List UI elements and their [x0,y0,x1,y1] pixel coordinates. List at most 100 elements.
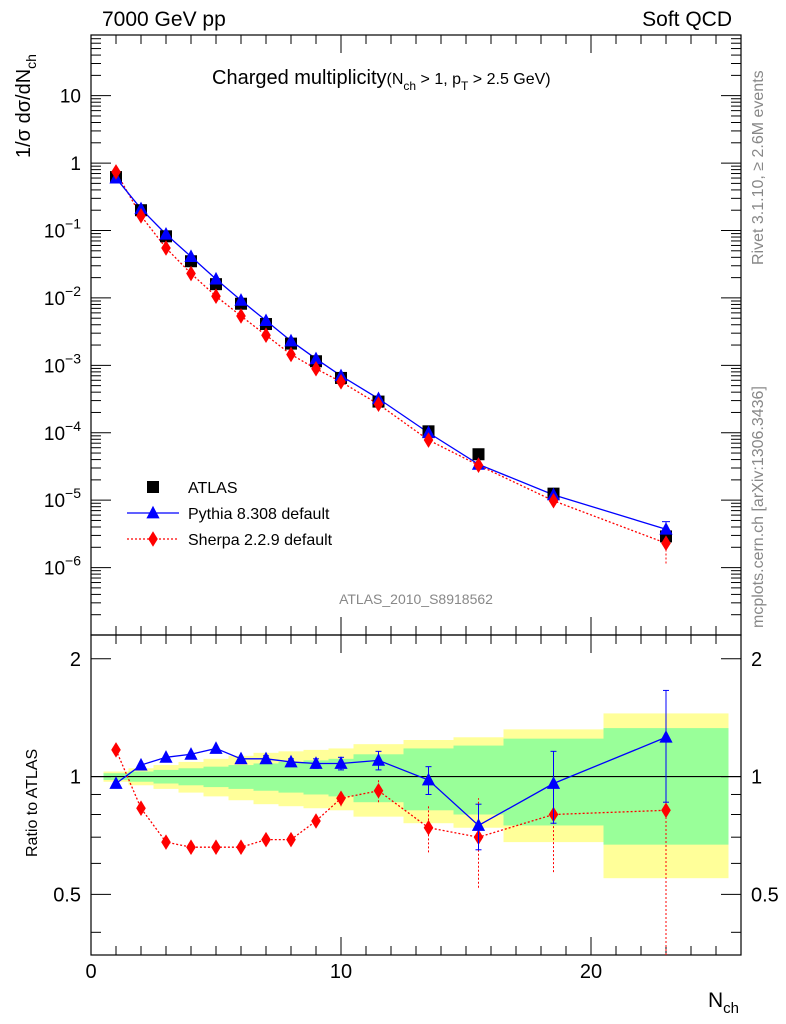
main-y-axis-label-text: 1/σ dσ/dN [13,69,35,158]
x-tick-label: 10 [330,961,352,983]
y-tick-label-exp: −1 [65,216,81,232]
sherpa-ratio-marker [261,831,271,848]
atlas-marker [472,448,485,461]
sherpa-ratio-marker [136,800,146,817]
sherpa-ratio-marker [111,742,121,758]
pythia-marker [159,227,173,240]
y-tick-label-exp: −4 [65,418,81,434]
sherpa-marker [661,535,671,551]
chart-title-cut-3: > 1, p [416,71,461,88]
pythia-marker [421,425,436,439]
y-tick-label-base: 10 [44,424,65,445]
legend-entry-label: ATLAS [188,480,238,497]
pythia-ratio-marker [259,751,273,765]
legend-entry-label: Pythia 8.308 default [188,506,330,523]
sherpa-ratio-marker [661,802,671,819]
sherpa-marker [336,373,346,390]
sherpa-marker [211,288,221,305]
pythia-ratio-marker [234,751,248,765]
pythia-ratio-marker [546,776,561,789]
chart-title-cut-4: T [461,79,469,93]
x-axis-label: Nch [708,989,739,1017]
pythia-marker [259,313,273,327]
pythia-ratio-marker [284,754,298,768]
main-plot-series [109,164,673,564]
sherpa-marker [286,346,296,363]
sherpa-ratio-marker [186,839,196,855]
sherpa-marker [161,240,171,256]
chart-title-main: Charged multiplicity [212,67,387,89]
y-tick-label-exp: −3 [65,350,81,366]
x-tick-label: 0 [85,961,96,983]
x-tick-label: 20 [580,961,602,983]
pythia-marker [134,201,148,215]
pythia-marker [309,351,323,365]
y-tick-label: 10−1 [44,216,81,243]
y-tick-label: 10−4 [44,418,81,445]
chart-title-cut-5: > 2.5 GeV) [468,71,550,88]
sherpa-ratio-marker [161,834,171,850]
sherpa-ratio-marker [236,839,246,855]
ratio-tick-label-right: 2 [751,649,762,671]
ratio-uncertainty-bands [91,713,741,879]
ratio-tick-label-left: 0.5 [53,884,81,906]
y-tick-label: 10 [60,87,81,108]
pythia-marker [234,293,248,306]
ratio-tick-label-left: 2 [70,649,81,671]
sherpa-marker [261,327,271,343]
pythia-ratio-marker [184,747,198,760]
chart-title-cut-1: (N [387,71,404,88]
sherpa-marker [548,492,559,509]
ratio-plot-series [109,689,673,955]
sherpa-marker [136,208,146,224]
y-tick-label-exp: −6 [65,553,81,569]
y-tick-label: 10−6 [44,553,81,580]
pythia-ratio-marker [471,818,486,831]
y-tick-label-base: 10 [44,559,65,580]
legend: ATLAS Pythia 8.308 default Sherpa 2.2.9 de… [127,480,333,549]
sherpa-ratio-marker [311,813,321,829]
ratio-tick-label-right: 1 [751,767,762,789]
main-y-axis-label: 1/σ dσ/dNch [13,54,39,158]
legend-entry-label: Sherpa 2.2.9 default [188,532,333,549]
x-axis-label-text: N [708,989,723,1012]
rivet-side-label: Rivet 3.1.10, ≥ 2.6M events [750,70,767,265]
sherpa-ratio-marker [286,831,296,848]
pythia-ratio-marker [209,741,223,754]
sherpa-ratio-marker [373,782,384,799]
sherpa-ratio-marker [423,819,434,836]
y-tick-label-exp: −5 [65,485,81,501]
mcplots-side-label: mcplots.cern.ch [arXiv:1306.3436] [750,386,767,628]
pythia-marker [184,249,198,263]
pythia-marker [659,522,673,535]
analysis-id-label: ATLAS_2010_S8918562 [339,591,493,607]
legend-atlas-marker [147,481,159,493]
pythia-ratio-marker [659,730,673,743]
header-energy-label: 7000 GeV pp [102,8,226,31]
y-tick-label: 10−3 [44,350,81,377]
sherpa-marker [423,432,434,448]
pythia-ratio-marker [159,750,173,763]
y-tick-label-base: 10 [44,491,65,512]
main-y-axis-label-sub: ch [23,54,39,69]
y-tick-label-base: 10 [44,356,65,377]
sherpa-ratio-marker [211,839,221,855]
sherpa-marker [373,396,384,413]
pythia-ratio-marker [109,776,123,789]
sherpa-marker [111,164,121,180]
sherpa-marker [236,308,246,324]
pythia-ratio-marker [371,753,386,766]
sherpa-marker [473,457,484,474]
y-tick-label-base: 10 [44,289,65,310]
pythia-marker [209,271,223,285]
pythia-ratio-marker [134,757,148,771]
legend-sherpa-marker [148,531,158,547]
y-tick-label-exp: −2 [65,283,81,299]
sherpa-ratio-marker [336,790,346,807]
pythia-ratio-marker [421,772,436,786]
ratio-y-axis-label: Ratio to ATLAS [24,749,41,857]
legend-pythia-marker [146,505,160,519]
y-tick-label: 10−5 [44,485,81,512]
sherpa-marker [186,265,196,282]
